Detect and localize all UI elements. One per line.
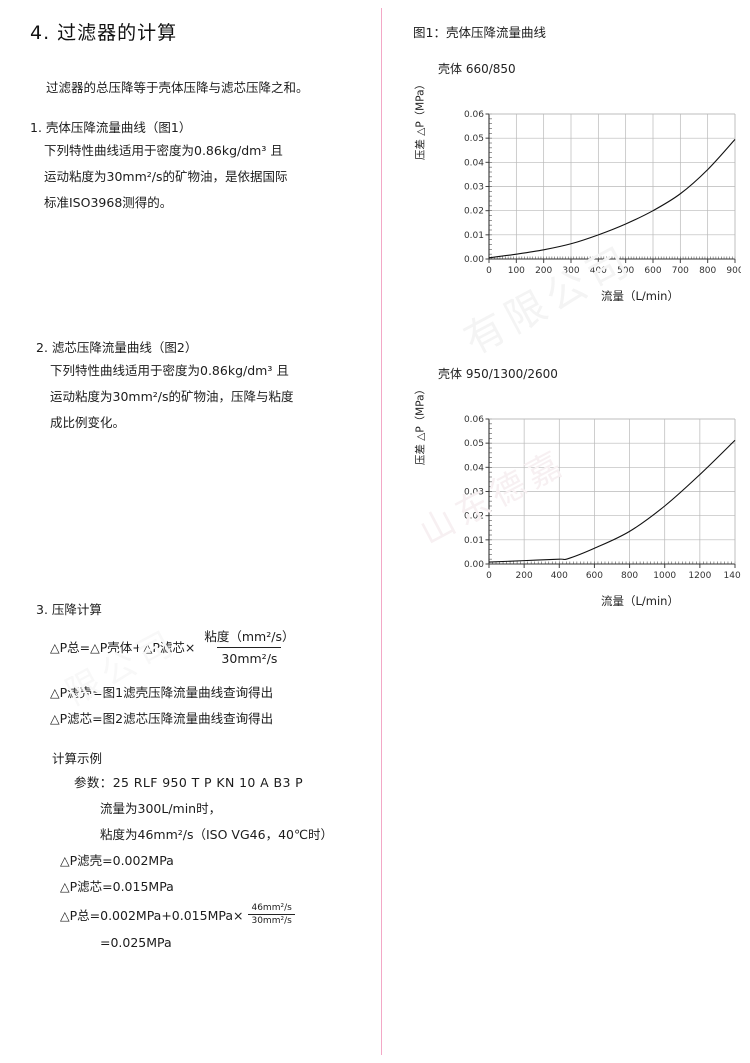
svg-text:0.02: 0.02	[464, 512, 484, 522]
svg-text:600: 600	[644, 266, 661, 276]
svg-text:0.00: 0.00	[464, 255, 484, 265]
svg-text:0.01: 0.01	[464, 536, 484, 546]
list-item-2: 2. 滤芯压降流量曲线（图2） 下列特性曲线适用于密度为0.86kg/dm³ 且…	[36, 338, 381, 436]
svg-text:100: 100	[508, 266, 525, 276]
list-item-1-line-1: 下列特性曲线适用于密度为0.86kg/dm³ 且	[44, 143, 283, 158]
column-divider	[381, 8, 382, 1055]
chart2-plot-area: 0.00 0.01 0.02 0.03 0.04 0.05 0.06 0 200 400 600 80…	[461, 413, 741, 588]
svg-text:0.05: 0.05	[464, 134, 484, 144]
svg-text:1200: 1200	[688, 571, 711, 581]
formula-element-lookup: △P滤芯=图2滤芯压降流量曲线查询得出	[50, 711, 274, 726]
example-viscosity-fraction: 46mm²/s 30mm²/s	[248, 903, 295, 926]
list-item-1-body: 下列特性曲线适用于密度为0.86kg/dm³ 且 运动粘度为30mm²/s的矿物…	[30, 138, 375, 216]
chart2-x-axis-label: 流量（L/min）	[601, 594, 679, 608]
svg-text:0.03: 0.03	[464, 183, 484, 193]
fraction-numerator: 粘度（mm²/s）	[204, 629, 295, 644]
list-item-1-head: 1. 壳体压降流量曲线（图1）	[30, 120, 192, 135]
example-parameters: 参数：25 RLF 950 T P KN 10 A B3 P	[74, 775, 304, 790]
left-column: 4. 过滤器的计算 过滤器的总压降等于壳体压降与滤芯压降之和。 1. 壳体压降流…	[30, 22, 382, 956]
example-dp-total: △P总=0.002MPa+0.015MPa× 46mm²/s 30mm²/s	[52, 903, 382, 926]
chart1-x-axis-label: 流量（L/min）	[601, 289, 679, 303]
svg-text:900: 900	[726, 266, 741, 276]
viscosity-ratio-fraction: 粘度（mm²/s） 30mm²/s	[200, 628, 298, 668]
example-dp-element: △P滤芯=0.015MPa	[60, 879, 174, 894]
svg-text:400: 400	[590, 266, 607, 276]
fraction-denominator: 30mm²/s	[217, 647, 282, 668]
intro-paragraph: 过滤器的总压降等于壳体压降与滤芯压降之和。	[46, 80, 309, 95]
list-item-3: 3. 压降计算 △P总=△P壳体+△P滤芯× 粘度（mm²/s） 30mm²/s…	[36, 600, 381, 732]
example-dp-shell: △P滤壳=0.002MPa	[60, 853, 174, 868]
svg-text:0.04: 0.04	[464, 463, 484, 473]
list-item-2-line-2: 运动粘度为30mm²/s的矿物油，压降与粘度	[50, 389, 294, 404]
example-viscosity: 粘度为46mm²/s（ISO VG46，40℃时）	[100, 827, 334, 842]
example-dp-total-lhs: △P总=0.002MPa+0.015MPa×	[60, 908, 244, 923]
list-item-3-head: 3. 压降计算	[36, 602, 102, 617]
svg-text:800: 800	[699, 266, 716, 276]
svg-text:1400: 1400	[724, 571, 741, 581]
list-item-2-line-1: 下列特性曲线适用于密度为0.86kg/dm³ 且	[50, 363, 289, 378]
chart2-y-axis-label: 压差 △P（MPa）	[414, 383, 427, 466]
pressure-drop-formula: △P总=△P壳体+△P滤芯× 粘度（mm²/s） 30mm²/s	[36, 628, 381, 668]
svg-text:0.02: 0.02	[464, 207, 484, 217]
svg-text:200: 200	[516, 571, 533, 581]
svg-text:0.04: 0.04	[464, 158, 484, 168]
svg-text:0.06: 0.06	[464, 415, 484, 425]
example-result: =0.025MPa	[100, 935, 172, 950]
example-fraction-denominator: 30mm²/s	[248, 914, 295, 926]
figure-caption: 图1：壳体压降流量曲线	[413, 25, 546, 40]
list-item-2-line-3: 成比例变化。	[50, 415, 126, 430]
list-item-2-body: 下列特性曲线适用于密度为0.86kg/dm³ 且 运动粘度为30mm²/s的矿物…	[36, 358, 381, 436]
example-fraction-numerator: 46mm²/s	[251, 903, 292, 913]
svg-text:0: 0	[486, 266, 492, 276]
example-flow-rate: 流量为300L/min时，	[100, 801, 222, 816]
svg-text:0: 0	[486, 571, 492, 581]
list-item-2-head: 2. 滤芯压降流量曲线（图2）	[36, 340, 198, 355]
list-item-1: 1. 壳体压降流量曲线（图1） 下列特性曲线适用于密度为0.86kg/dm³ 且…	[30, 118, 375, 216]
svg-text:700: 700	[672, 266, 689, 276]
svg-text:500: 500	[617, 266, 634, 276]
right-column: 图1：壳体压降流量曲线 壳体 660/850 压差 △P（MPa） 流量（L/m…	[381, 0, 750, 1063]
page-title: 4. 过滤器的计算	[30, 22, 178, 44]
chart2-svg: 0.00 0.01 0.02 0.03 0.04 0.05 0.06 0 200 400 600 80…	[464, 415, 741, 581]
svg-text:0.05: 0.05	[464, 439, 484, 449]
formula-left-side: △P总=△P壳体+△P滤芯×	[50, 640, 196, 655]
svg-text:0.01: 0.01	[464, 231, 484, 241]
chart1-title: 壳体 660/850	[438, 62, 516, 76]
chart1-plot-area: 0.00 0.01 0.02 0.03 0.04 0.05 0.06 0 100 200 300 40…	[461, 108, 741, 283]
calculation-example: 计算示例 参数：25 RLF 950 T P KN 10 A B3 P 流量为3…	[52, 748, 382, 956]
svg-text:0.00: 0.00	[464, 560, 484, 570]
svg-text:600: 600	[586, 571, 603, 581]
svg-text:0.06: 0.06	[464, 110, 484, 120]
formula-shell-lookup: △P滤壳=图1滤壳压降流量曲线查询得出	[50, 685, 274, 700]
svg-text:800: 800	[621, 571, 638, 581]
svg-text:400: 400	[551, 571, 568, 581]
example-title: 计算示例	[52, 751, 103, 766]
chart2-title: 壳体 950/1300/2600	[438, 367, 558, 381]
svg-text:300: 300	[562, 266, 579, 276]
svg-text:1000: 1000	[653, 571, 676, 581]
svg-text:200: 200	[535, 266, 552, 276]
list-item-1-line-3: 标准ISO3968测得的。	[44, 195, 173, 210]
svg-text:0.03: 0.03	[464, 488, 484, 498]
list-item-1-line-2: 运动粘度为30mm²/s的矿物油，是依据国际	[44, 169, 288, 184]
chart1-y-axis-label: 压差 △P（MPa）	[414, 78, 427, 161]
chart1-svg: 0.00 0.01 0.02 0.03 0.04 0.05 0.06 0 100 200 300 40…	[464, 110, 741, 276]
